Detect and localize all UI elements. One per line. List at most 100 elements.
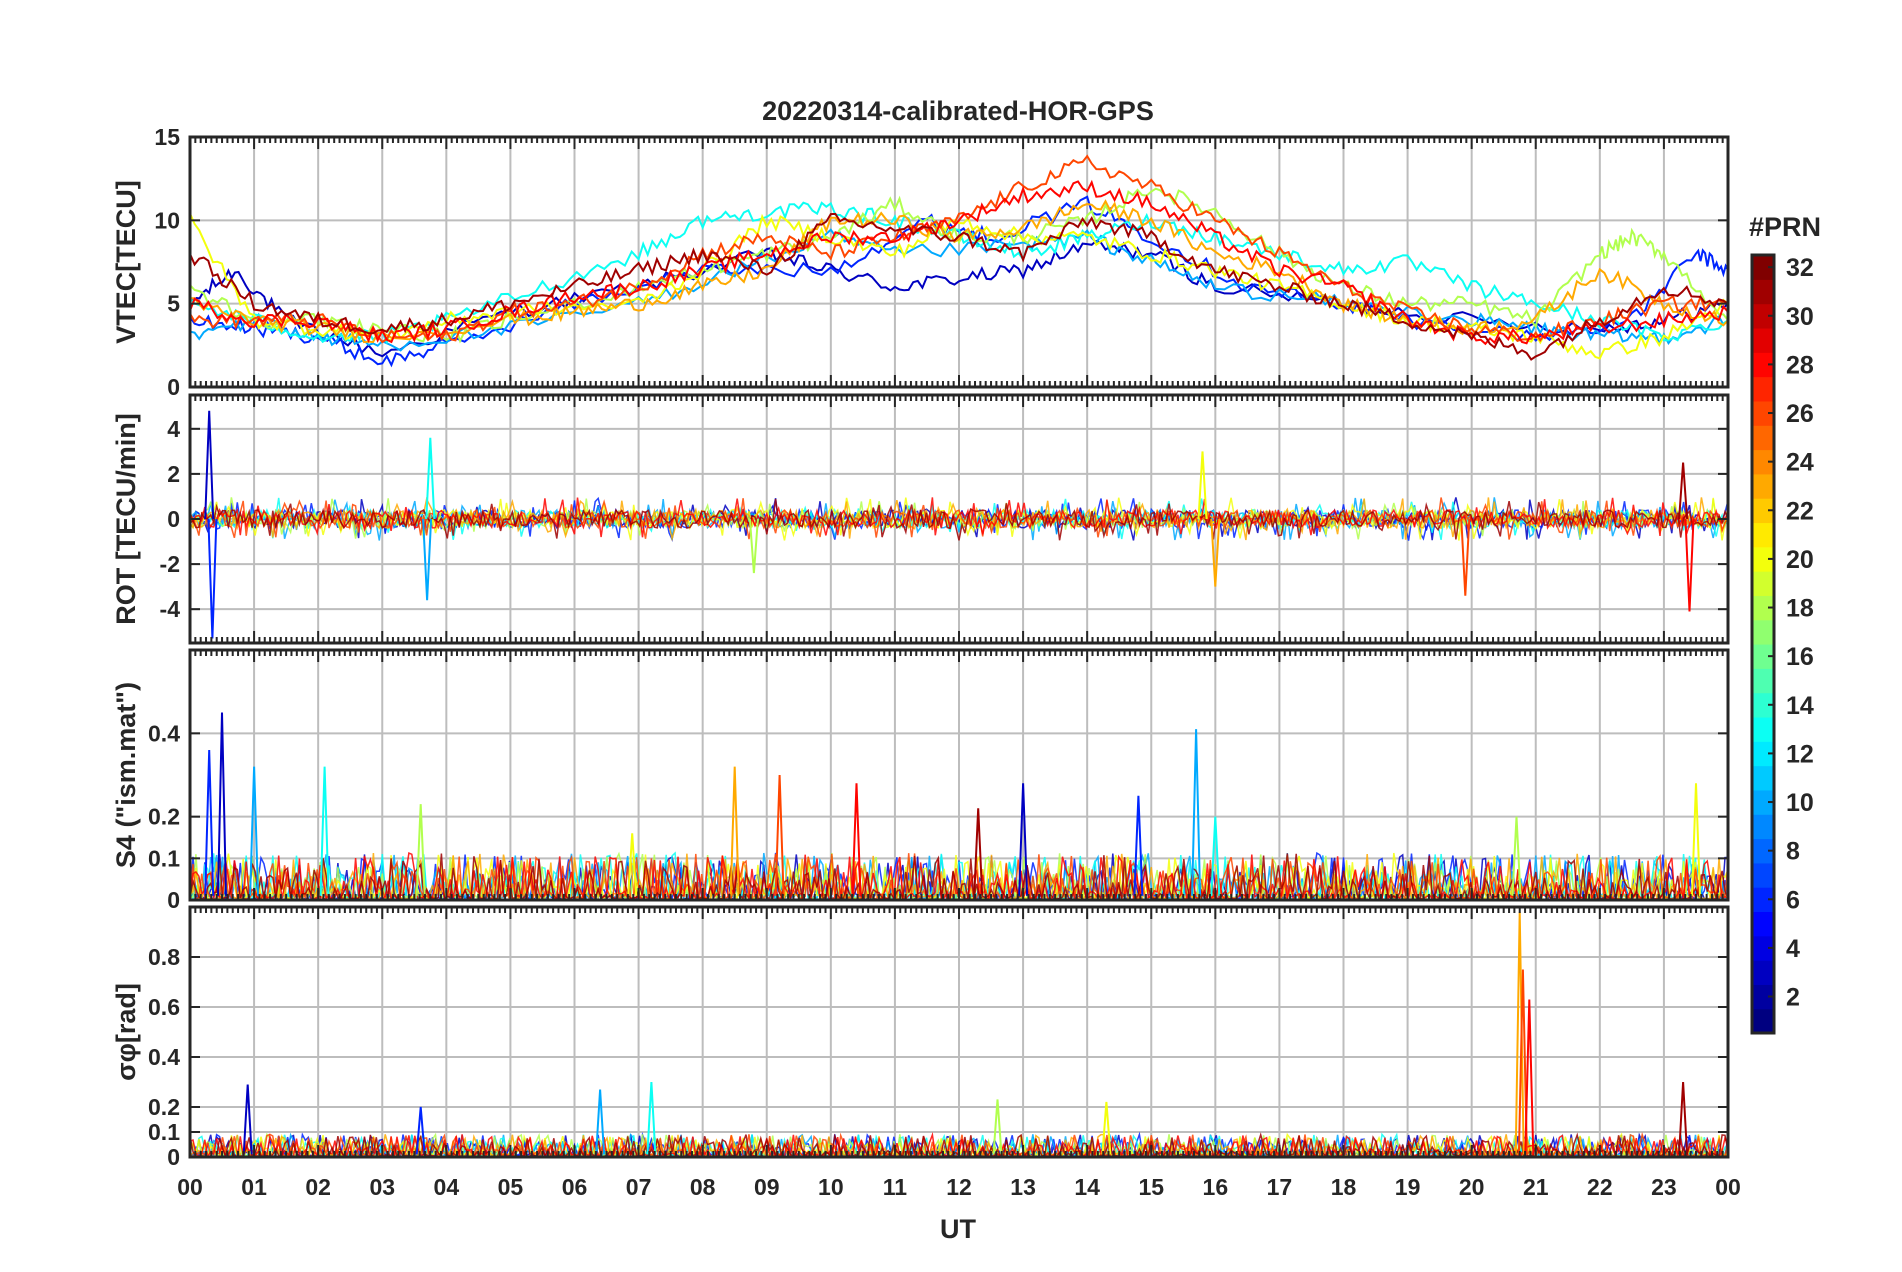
y-tick-label: 0 — [167, 506, 180, 532]
panel-sigma-phi: 00.10.2 0.4 0.6 0.8 σφ[rad] — [111, 905, 1730, 1170]
colorbar-segment-15 — [1752, 668, 1774, 694]
colorbar-tick-label: 26 — [1786, 400, 1814, 428]
y-tick-label: -2 — [160, 551, 180, 577]
x-tick-label: 00 — [1715, 1174, 1741, 1200]
x-tick-label: 20 — [1459, 1174, 1485, 1200]
x-tick-label: 15 — [1138, 1174, 1164, 1200]
y-tick-label: 0 — [167, 1144, 180, 1170]
x-tick-label: 21 — [1523, 1174, 1549, 1200]
colorbar-segment-30 — [1752, 303, 1774, 329]
spike-mark — [1517, 969, 1528, 1155]
spike-mark — [1018, 783, 1029, 896]
x-tick-label: 23 — [1651, 1174, 1677, 1200]
colorbar-segment-24 — [1752, 449, 1774, 475]
x-tick-label: 14 — [1074, 1174, 1100, 1200]
colorbar-segment-22 — [1752, 498, 1774, 524]
spike-mark — [242, 1084, 253, 1155]
x-tick-label: 08 — [690, 1174, 716, 1200]
spike-mark — [1191, 729, 1202, 896]
spike-mark — [319, 766, 330, 896]
x-tick-label: 22 — [1587, 1174, 1613, 1200]
colorbar-segment-26 — [1752, 400, 1774, 426]
x-tick-label: 06 — [562, 1174, 588, 1200]
series-line-prn-28 — [190, 179, 1728, 346]
colorbar-tick-label: 8 — [1786, 838, 1800, 866]
colorbar-tick-label: 28 — [1786, 351, 1814, 379]
spike-mark — [1133, 795, 1144, 896]
x-tick-label: 18 — [1331, 1174, 1357, 1200]
x-tick-label: 00 — [177, 1174, 203, 1200]
spike-mark — [595, 1089, 606, 1155]
colorbar-segment-23 — [1752, 473, 1774, 499]
y-tick-label: 0.2 — [148, 1094, 180, 1120]
colorbar-segment-19 — [1752, 571, 1774, 596]
colorbar-tick-label: 22 — [1786, 497, 1814, 525]
colorbar-tick-label: 20 — [1786, 546, 1814, 574]
y-axis-label: VTEC[TECU] — [111, 180, 141, 344]
colorbar-tick-label: 16 — [1786, 643, 1814, 671]
y-tick-label: 10 — [154, 207, 180, 233]
panel-vtec: 0 5 10 15 VTEC[TECU] — [111, 124, 1730, 400]
series-line-prn-31 — [190, 498, 1728, 541]
y-axis-label: S4 ("ism.mat") — [111, 682, 141, 868]
spike-mark — [422, 518, 433, 601]
colorbar-segment-12 — [1752, 741, 1774, 767]
spike-mark — [729, 766, 740, 896]
x-axis-label: UT — [940, 1214, 976, 1244]
y-axis-label: ROT [TECU/min] — [111, 413, 141, 624]
series-line-prn-23 — [190, 199, 1728, 344]
spike-mark — [774, 774, 785, 896]
spike-mark — [1197, 451, 1208, 520]
colorbar-segment-27 — [1752, 376, 1774, 402]
x-tick-label: 05 — [498, 1174, 524, 1200]
panel-rot: -4 -2 0 2 4 ROT [TECU/min] — [111, 393, 1730, 645]
spike-mark — [973, 808, 984, 896]
spike-mark — [415, 804, 426, 896]
panel-s4: 0 0.1 0.2 0.4 S4 ("ism.mat") — [111, 648, 1730, 913]
y-tick-label: 0.2 — [148, 804, 180, 830]
colorbar-segment-5 — [1752, 911, 1774, 937]
colorbar-segment-28 — [1752, 352, 1774, 378]
spike-mark — [207, 518, 218, 639]
colorbar-segment-6 — [1752, 887, 1774, 913]
colorbar-tick-label: 10 — [1786, 789, 1814, 817]
colorbar-tick-label: 24 — [1786, 449, 1814, 477]
colorbar-segment-25 — [1752, 425, 1774, 451]
spike-mark — [1210, 816, 1221, 896]
colorbar-title: #PRN — [1749, 212, 1821, 242]
colorbar-segment-4 — [1752, 935, 1774, 961]
colorbar-segment-21 — [1752, 522, 1774, 548]
y-tick-label: 5 — [167, 291, 180, 317]
y-tick-label: 0.8 — [148, 944, 180, 970]
colorbar-segment-13 — [1752, 716, 1774, 742]
spike-mark — [646, 1081, 657, 1155]
colorbar-segment-1 — [1752, 1008, 1774, 1034]
x-tick-label: 03 — [369, 1174, 395, 1200]
y-tick-label: 0.6 — [148, 994, 180, 1020]
spike-mark — [627, 833, 638, 896]
x-tick-label: 01 — [241, 1174, 267, 1200]
x-tick-label: 10 — [818, 1174, 844, 1200]
spike-mark — [204, 749, 215, 896]
colorbar-segment-3 — [1752, 960, 1774, 985]
series-line-prn-28 — [190, 497, 1728, 538]
chart-title: 20220314-calibrated-HOR-GPS — [762, 96, 1154, 126]
series-line-prn-26 — [190, 154, 1728, 344]
colorbar-tick-label: 30 — [1786, 303, 1814, 331]
x-tick-label: 07 — [626, 1174, 652, 1200]
colorbar-frame — [1750, 253, 1776, 1035]
x-tick-label: 12 — [946, 1174, 972, 1200]
y-tick-label: -4 — [160, 596, 181, 622]
spike-mark — [1460, 518, 1471, 596]
series-group — [190, 410, 1728, 639]
colorbar-segment-11 — [1752, 765, 1774, 791]
x-tick-label: 17 — [1267, 1174, 1293, 1200]
x-tick-label: 13 — [1010, 1174, 1036, 1200]
x-tick-label: 04 — [434, 1174, 460, 1200]
spike-mark — [217, 712, 227, 896]
spike-mark — [1511, 816, 1522, 896]
colorbar-segment-7 — [1752, 862, 1774, 888]
spike-mark — [425, 437, 436, 520]
